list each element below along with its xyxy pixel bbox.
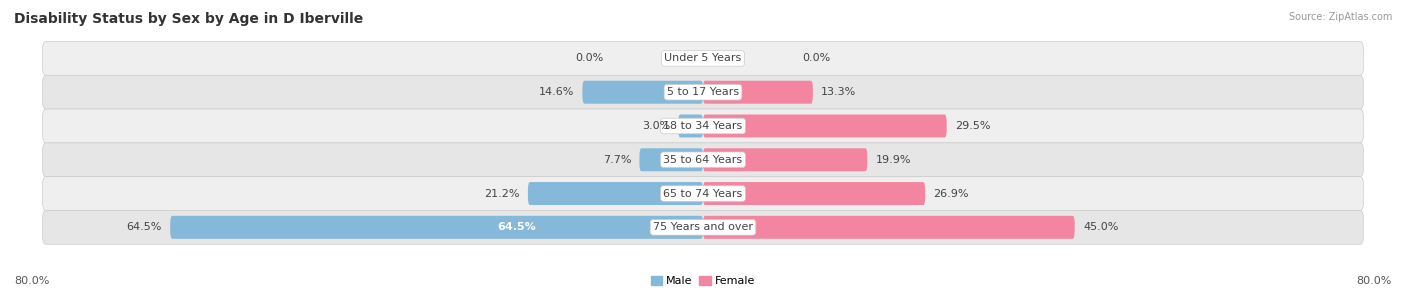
Text: 80.0%: 80.0% xyxy=(14,276,49,286)
Text: 64.5%: 64.5% xyxy=(127,222,162,232)
Text: Source: ZipAtlas.com: Source: ZipAtlas.com xyxy=(1288,12,1392,22)
FancyBboxPatch shape xyxy=(703,216,1074,239)
FancyBboxPatch shape xyxy=(42,177,1364,210)
FancyBboxPatch shape xyxy=(42,42,1364,75)
Text: 13.3%: 13.3% xyxy=(821,87,856,97)
Text: 19.9%: 19.9% xyxy=(876,155,911,165)
FancyBboxPatch shape xyxy=(703,81,813,104)
FancyBboxPatch shape xyxy=(640,148,703,171)
FancyBboxPatch shape xyxy=(527,182,703,205)
Text: 80.0%: 80.0% xyxy=(1357,276,1392,286)
FancyBboxPatch shape xyxy=(42,109,1364,143)
Text: 21.2%: 21.2% xyxy=(484,188,520,199)
Legend: Male, Female: Male, Female xyxy=(647,271,759,291)
Text: 18 to 34 Years: 18 to 34 Years xyxy=(664,121,742,131)
Text: 26.9%: 26.9% xyxy=(934,188,969,199)
Text: 5 to 17 Years: 5 to 17 Years xyxy=(666,87,740,97)
Text: Disability Status by Sex by Age in D Iberville: Disability Status by Sex by Age in D Ibe… xyxy=(14,12,363,26)
Text: 45.0%: 45.0% xyxy=(1083,222,1118,232)
Text: 0.0%: 0.0% xyxy=(575,54,605,64)
Text: 65 to 74 Years: 65 to 74 Years xyxy=(664,188,742,199)
FancyBboxPatch shape xyxy=(703,182,925,205)
Text: 7.7%: 7.7% xyxy=(603,155,631,165)
Text: 14.6%: 14.6% xyxy=(538,87,574,97)
Text: 75 Years and over: 75 Years and over xyxy=(652,222,754,232)
FancyBboxPatch shape xyxy=(42,75,1364,109)
FancyBboxPatch shape xyxy=(582,81,703,104)
FancyBboxPatch shape xyxy=(42,143,1364,177)
FancyBboxPatch shape xyxy=(42,210,1364,244)
Text: Under 5 Years: Under 5 Years xyxy=(665,54,741,64)
FancyBboxPatch shape xyxy=(703,115,946,137)
Text: 35 to 64 Years: 35 to 64 Years xyxy=(664,155,742,165)
FancyBboxPatch shape xyxy=(678,115,703,137)
Text: 64.5%: 64.5% xyxy=(498,222,536,232)
Text: 0.0%: 0.0% xyxy=(801,54,831,64)
FancyBboxPatch shape xyxy=(703,148,868,171)
FancyBboxPatch shape xyxy=(170,216,703,239)
Text: 3.0%: 3.0% xyxy=(641,121,669,131)
Text: 29.5%: 29.5% xyxy=(955,121,990,131)
